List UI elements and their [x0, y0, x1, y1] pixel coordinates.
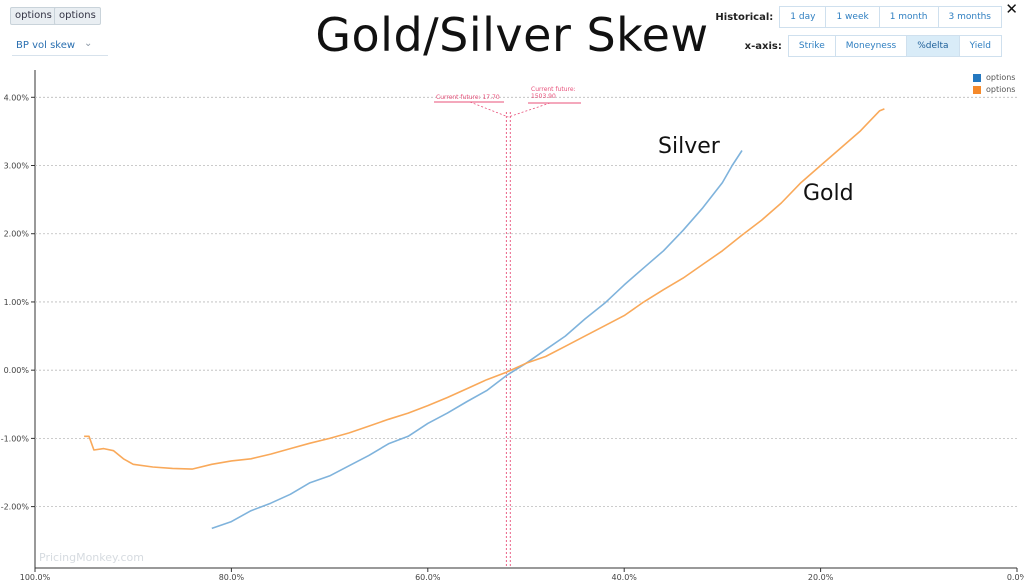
- xaxis-option-strike[interactable]: Strike: [788, 36, 836, 56]
- xaxis-row: x-axis: Strike Moneyness %delta Yield: [745, 35, 1002, 57]
- x-tick-label: 0.0%: [1007, 573, 1024, 582]
- y-tick-label: -1.00%: [1, 434, 30, 443]
- gold-series-line: [84, 108, 885, 470]
- page-title: Gold/Silver Skew: [315, 8, 709, 62]
- historical-segmented-control: 1 day 1 week 1 month 3 months: [779, 6, 1002, 28]
- xaxis-option-moneyness[interactable]: Moneyness: [835, 36, 908, 56]
- select-underline: [12, 55, 108, 56]
- current-future-label-2: Current future: 1503.90: [531, 86, 576, 100]
- x-tick-label: 40.0%: [611, 573, 637, 582]
- y-tick-label: 3.00%: [4, 162, 30, 171]
- options-button-2[interactable]: options: [54, 7, 101, 25]
- y-tick-label: 2.00%: [4, 230, 30, 239]
- watermark: PricingMonkey.com: [39, 551, 144, 564]
- historical-option-1month[interactable]: 1 month: [879, 7, 939, 27]
- historical-label: Historical:: [715, 11, 774, 23]
- marker-2-leader: [508, 102, 551, 118]
- measure-select-value: BP vol skew: [16, 40, 76, 51]
- silver-series-line: [211, 150, 743, 530]
- close-icon[interactable]: ✕: [1005, 0, 1018, 18]
- y-tick-label: 1.00%: [4, 298, 30, 307]
- legend-label-2: options: [986, 85, 1016, 94]
- x-tick-label: 100.0%: [20, 573, 51, 582]
- historical-option-1week[interactable]: 1 week: [826, 7, 880, 27]
- legend-item-1: options: [973, 73, 1015, 82]
- xaxis-label: x-axis:: [744, 40, 782, 52]
- marker-1-leader: [469, 101, 509, 118]
- y-tick-label: 4.00%: [4, 93, 30, 102]
- xaxis-option-yield[interactable]: Yield: [959, 36, 1001, 56]
- historical-option-3months[interactable]: 3 months: [938, 7, 1001, 27]
- y-tick-label: 0.00%: [4, 366, 30, 375]
- historical-option-1day[interactable]: 1 day: [780, 7, 827, 27]
- legend-item-2: options: [973, 85, 1015, 94]
- measure-select[interactable]: BP vol skew ⌄: [12, 38, 108, 56]
- current-future-label-1: Current future: 17.70: [436, 94, 500, 101]
- x-tick-label: 20.0%: [808, 573, 834, 582]
- x-tick-label: 60.0%: [415, 573, 441, 582]
- silver-annotation: Silver: [658, 134, 720, 159]
- x-tick-label: 80.0%: [219, 573, 245, 582]
- legend-swatch-1: [973, 73, 981, 82]
- legend-swatch-2: [973, 85, 981, 94]
- chevron-down-icon: ⌄: [84, 38, 93, 49]
- xaxis-segmented-control: Strike Moneyness %delta Yield: [787, 35, 1002, 57]
- gold-annotation: Gold: [803, 181, 854, 206]
- xaxis-option-pctdelta[interactable]: %delta: [907, 36, 960, 56]
- legend-label-1: options: [986, 73, 1016, 82]
- y-tick-label: -2.00%: [1, 503, 30, 512]
- historical-row: Historical: 1 day 1 week 1 month 3 month…: [715, 6, 1002, 28]
